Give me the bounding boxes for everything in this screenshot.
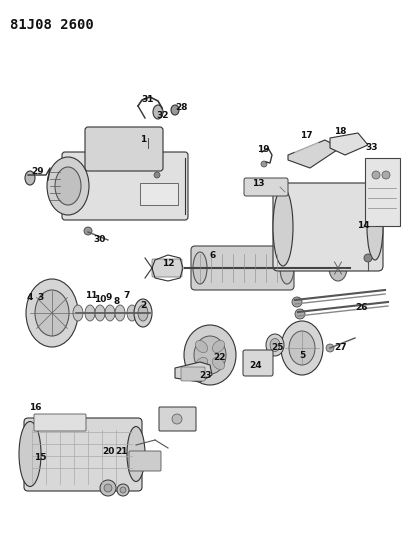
Text: 5: 5 <box>299 351 305 359</box>
FancyBboxPatch shape <box>85 127 163 171</box>
Circle shape <box>372 171 380 179</box>
FancyBboxPatch shape <box>365 158 400 226</box>
Text: 2: 2 <box>140 301 146 310</box>
Ellipse shape <box>266 334 284 356</box>
Ellipse shape <box>194 336 226 374</box>
Text: 28: 28 <box>175 103 187 112</box>
Ellipse shape <box>212 341 224 353</box>
Ellipse shape <box>127 305 137 321</box>
Text: 33: 33 <box>366 143 378 152</box>
Ellipse shape <box>171 105 179 115</box>
FancyBboxPatch shape <box>181 367 205 381</box>
Ellipse shape <box>153 105 163 119</box>
Circle shape <box>100 480 116 496</box>
Text: 23: 23 <box>199 370 211 379</box>
Text: 24: 24 <box>250 360 262 369</box>
Ellipse shape <box>273 188 293 266</box>
Text: 16: 16 <box>29 403 41 413</box>
Circle shape <box>261 161 267 167</box>
Text: 18: 18 <box>334 127 346 136</box>
Ellipse shape <box>196 341 208 353</box>
Ellipse shape <box>55 167 81 205</box>
Text: 22: 22 <box>214 353 226 362</box>
Ellipse shape <box>329 255 347 281</box>
Ellipse shape <box>184 325 236 385</box>
FancyBboxPatch shape <box>62 152 188 220</box>
Ellipse shape <box>367 194 383 260</box>
Circle shape <box>364 254 372 262</box>
Circle shape <box>326 344 334 352</box>
Ellipse shape <box>73 305 83 321</box>
Text: 10: 10 <box>94 295 106 304</box>
Circle shape <box>104 484 112 492</box>
Ellipse shape <box>35 290 69 336</box>
Text: 1: 1 <box>140 135 146 144</box>
Circle shape <box>84 227 92 235</box>
Text: 7: 7 <box>124 290 130 300</box>
Ellipse shape <box>105 305 115 321</box>
Ellipse shape <box>134 299 152 327</box>
Polygon shape <box>330 133 368 155</box>
Circle shape <box>117 484 129 496</box>
FancyBboxPatch shape <box>159 407 196 431</box>
Circle shape <box>382 171 390 179</box>
Circle shape <box>295 309 305 319</box>
Ellipse shape <box>95 305 105 321</box>
Text: 8: 8 <box>114 297 120 306</box>
Text: 13: 13 <box>252 179 264 188</box>
Text: 15: 15 <box>34 454 46 463</box>
Text: 20: 20 <box>102 448 114 456</box>
Ellipse shape <box>26 279 78 347</box>
Ellipse shape <box>19 422 41 487</box>
Text: 26: 26 <box>356 303 368 312</box>
Polygon shape <box>175 362 212 382</box>
Ellipse shape <box>25 171 35 185</box>
Ellipse shape <box>193 252 207 284</box>
Circle shape <box>120 487 126 493</box>
Text: 25: 25 <box>272 343 284 352</box>
Circle shape <box>154 172 160 178</box>
Text: 14: 14 <box>357 221 369 230</box>
Text: 32: 32 <box>157 110 169 119</box>
FancyBboxPatch shape <box>24 418 142 491</box>
Text: 6: 6 <box>210 251 216 260</box>
Ellipse shape <box>127 426 145 481</box>
Ellipse shape <box>138 305 148 321</box>
Polygon shape <box>288 140 340 168</box>
FancyBboxPatch shape <box>152 259 182 277</box>
FancyBboxPatch shape <box>273 183 383 271</box>
FancyBboxPatch shape <box>191 246 294 290</box>
Ellipse shape <box>115 305 125 321</box>
Text: 21: 21 <box>115 448 127 456</box>
Text: 3: 3 <box>37 293 43 302</box>
Text: 31: 31 <box>142 95 154 104</box>
Ellipse shape <box>47 157 89 215</box>
Ellipse shape <box>270 338 280 351</box>
FancyBboxPatch shape <box>129 451 161 471</box>
Ellipse shape <box>85 305 95 321</box>
Ellipse shape <box>196 358 208 369</box>
FancyBboxPatch shape <box>34 414 86 431</box>
Text: 19: 19 <box>257 146 269 155</box>
Text: 11: 11 <box>85 292 97 301</box>
Ellipse shape <box>289 331 315 365</box>
Circle shape <box>172 414 182 424</box>
Text: 30: 30 <box>94 236 106 245</box>
Ellipse shape <box>280 252 294 284</box>
Text: 4: 4 <box>27 294 33 303</box>
Text: 29: 29 <box>32 167 44 176</box>
Text: 9: 9 <box>106 293 112 302</box>
FancyBboxPatch shape <box>244 178 288 196</box>
FancyBboxPatch shape <box>140 183 178 205</box>
Text: 17: 17 <box>300 131 312 140</box>
Ellipse shape <box>281 321 323 375</box>
FancyBboxPatch shape <box>243 350 273 376</box>
Ellipse shape <box>212 358 224 369</box>
Text: 81J08 2600: 81J08 2600 <box>10 18 94 32</box>
Circle shape <box>292 297 302 307</box>
Text: 12: 12 <box>162 259 174 268</box>
Text: 27: 27 <box>335 343 347 352</box>
